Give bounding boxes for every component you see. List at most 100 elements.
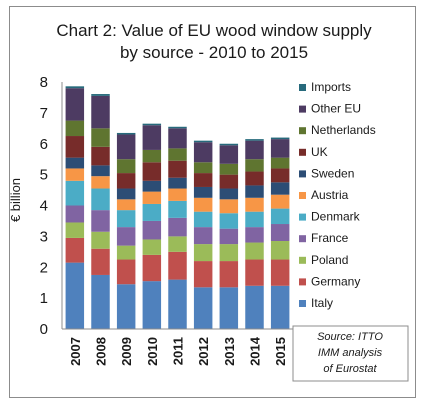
bar-segment [270,139,290,158]
legend-label: Italy [311,296,333,310]
bar-segment [142,180,162,192]
bar-segment [193,142,213,163]
bar-segment [270,137,290,140]
bar-stack [116,132,136,329]
bar-segment [245,139,264,141]
x-tick-label: 2007 [68,337,83,366]
bar-segment [116,284,136,329]
bar-segment [219,145,239,164]
bar-segment [219,213,239,229]
bar-segment [219,199,239,214]
x-tick-label: 2012 [196,337,211,366]
bar-segment [91,95,110,129]
y-tick-label: 6 [40,136,48,153]
bar-segment [245,227,264,243]
bar-segment [168,126,187,129]
bar-segment [168,148,187,161]
bar-segment [193,173,213,187]
bar-stack [270,137,290,329]
x-tick-label: 2014 [248,336,263,366]
bar-segment [116,210,136,228]
legend-swatch [299,127,306,135]
x-tick-label: 2009 [119,337,134,366]
bar-stack [219,143,239,329]
y-tick-label: 3 [40,228,48,245]
bar-segment [116,199,136,211]
bar-segment [91,248,110,275]
bar-segment [91,94,110,96]
bar-segment [219,188,239,200]
legend: Imports Other EU Netherlands UK Sweden Austri… [299,80,376,310]
bar-segment [219,163,239,175]
bar-segment [193,197,213,212]
bar-segment [142,281,162,329]
bar-segment [116,259,136,285]
bar-segment [270,224,290,241]
x-tick-label: 2008 [94,337,109,366]
legend-swatch [299,213,306,221]
bar-segment [168,128,187,149]
legend-swatch [299,192,306,199]
bar-segment [193,211,213,228]
bar-segment [245,259,264,286]
bar-segment [245,140,264,160]
bar-segment [219,228,239,245]
x-tick-label: 2010 [145,337,160,366]
legend-label: Germany [311,274,360,288]
bar-segment [168,200,187,218]
bar-segment [116,134,136,160]
chart-title-line-2: by source - 2010 to 2015 [120,43,308,62]
x-tick-label: 2013 [222,337,237,366]
bar-segment [91,210,110,232]
bar-segment [142,239,162,255]
bar-segment [245,185,264,198]
bar-segment [65,205,85,223]
bar-segment [219,287,239,329]
bar-segment [270,157,290,169]
y-axis-label: € billion [8,178,23,222]
bar-segment [116,132,136,135]
y-tick-label: 2 [40,259,48,276]
bar-segment [270,259,290,286]
bar-segment [116,159,136,174]
bar-segment [116,245,136,260]
x-tick-label: 2015 [273,337,288,366]
bar-segment [219,244,239,262]
y-tick-label: 4 [40,198,48,215]
bar-segment [168,236,187,252]
y-tick-label: 5 [40,167,48,184]
source-note-line-3: of Eurostat [323,363,377,375]
bar-segment [65,222,85,238]
legend-label: Sweden [311,166,354,180]
bar-stack [65,86,85,329]
bar-segment [193,287,213,329]
bar-segment [270,241,290,260]
bar-segment [116,188,136,200]
bar-segment [91,176,110,189]
bar-segment [168,279,187,329]
bar-segment [65,168,85,181]
bar-segment [65,262,85,329]
y-tick-label: 1 [40,290,48,307]
legend-label: Other EU [311,102,361,116]
bar-segment [193,261,213,288]
bar-segment [270,194,290,209]
bar-stack [91,94,110,329]
legend-label: Netherlands [311,123,376,137]
bar-segment [91,146,110,166]
bar-segment [91,165,110,177]
bar-segment [142,254,162,282]
bar-segment [168,177,187,189]
bar-segment [270,208,290,225]
legend-swatch [299,300,306,307]
bar-segment [245,242,264,260]
bar-segment [142,203,162,221]
legend-label: Austria [311,188,349,202]
legend-label: Poland [311,253,348,267]
bar-segment [193,162,213,174]
source-note-box [292,325,409,382]
bars-group [65,86,290,329]
legend-swatch [299,148,306,156]
bar-segment [245,197,264,212]
